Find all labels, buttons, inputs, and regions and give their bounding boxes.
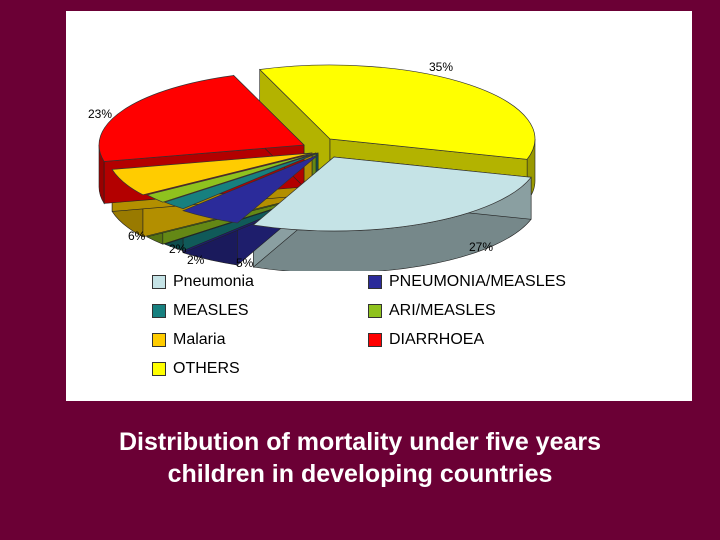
caption-line-2: children in developing countries — [167, 460, 553, 488]
legend-label-pneumonia-measles: PNEUMONIA/MEASLES — [389, 273, 566, 290]
legend-label-diarrhoea: DIARRHOEA — [389, 331, 485, 348]
legend-swatch-others — [152, 362, 166, 376]
slice-measles — [163, 152, 319, 210]
slice-others — [258, 64, 536, 160]
slice-label-diarrhoea: 23% — [88, 107, 112, 121]
slice-label-malaria: 6% — [128, 229, 146, 243]
legend-label-pneumonia: Pneumonia — [173, 273, 254, 290]
slice-pneumonia-measles — [182, 154, 319, 224]
chart-panel: 35% 27% 5% 2% 2% 6% 23% Pneumonia PNEUMONIA/MEA… — [66, 11, 692, 401]
legend-label-malaria: Malaria — [173, 331, 226, 348]
legend-item-diarrhoea: DIARRHOEA — [368, 329, 484, 351]
legend-item-pneumonia-measles: PNEUMONIA/MEASLES — [368, 271, 566, 293]
slice-label-pneumonia-measles: 5% — [236, 256, 254, 270]
legend-label-others: OTHERS — [173, 360, 240, 377]
legend-item-others: OTHERS — [152, 358, 240, 380]
legend-swatch-measles — [152, 304, 166, 318]
caption-line-1: Distribution of mortality under five yea… — [118, 428, 602, 456]
legend-swatch-malaria — [152, 333, 166, 347]
legend-label-measles: MEASLES — [173, 302, 249, 319]
slice-pneumonia — [252, 156, 532, 232]
chart-legend: Pneumonia PNEUMONIA/MEASLES MEASLES ARI/MEA… — [152, 271, 622, 381]
legend-item-malaria: Malaria — [152, 329, 225, 351]
slice-label-ari-measles: 2% — [169, 242, 187, 256]
pie-chart: 35% 27% 5% 2%2% 6% 23% — [88, 60, 536, 271]
slice-label-pneumonia: 27% — [469, 240, 493, 254]
legend-swatch-diarrhoea — [368, 333, 382, 347]
slide-caption: Distribution of mortality under five yea… — [0, 426, 720, 490]
slice-ari-measles — [145, 152, 317, 203]
slice-malaria — [111, 152, 313, 196]
legend-item-ari-measles: ARI/MEASLES — [368, 300, 496, 322]
legend-label-ari-measles: ARI/MEASLES — [389, 302, 496, 319]
slice-label-others: 35% — [429, 60, 453, 74]
legend-item-pneumonia: Pneumonia — [152, 271, 254, 293]
legend-swatch-ari-measles — [368, 304, 382, 318]
legend-swatch-pneumonia — [152, 275, 166, 289]
slice-label-measles: 2% — [187, 253, 205, 267]
pie-tops — [98, 64, 536, 232]
legend-item-measles: MEASLES — [152, 300, 249, 322]
slice-diarrhoea — [98, 75, 305, 162]
legend-swatch-pneumonia-measles — [368, 275, 382, 289]
